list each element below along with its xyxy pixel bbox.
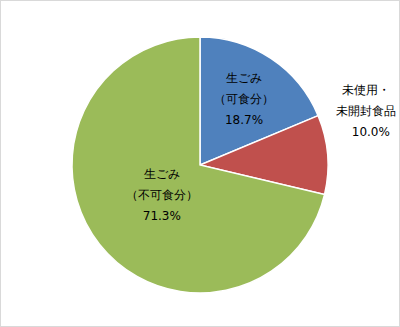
data-label: 71.3% bbox=[143, 209, 181, 223]
chart: 生ごみ（可食分） 18.7% 未使用・未開封食品 10.0% 生ごみ（不可食分） 71.3… bbox=[0, 0, 400, 327]
category-label: 生ごみ（不可食分） bbox=[126, 167, 198, 202]
data-label: 18.7% bbox=[225, 113, 263, 127]
category-label: 生ごみ（可食分） bbox=[214, 71, 274, 106]
frame bbox=[1, 1, 400, 327]
category-label: 未使用・未開封食品 bbox=[336, 83, 396, 118]
pie bbox=[72, 37, 328, 293]
data-label: 10.0% bbox=[352, 125, 390, 139]
slice bbox=[72, 37, 325, 293]
labels: 生ごみ（可食分） 18.7% 未使用・未開封食品 10.0% 生ごみ（不可食分） 71.3… bbox=[126, 71, 396, 223]
